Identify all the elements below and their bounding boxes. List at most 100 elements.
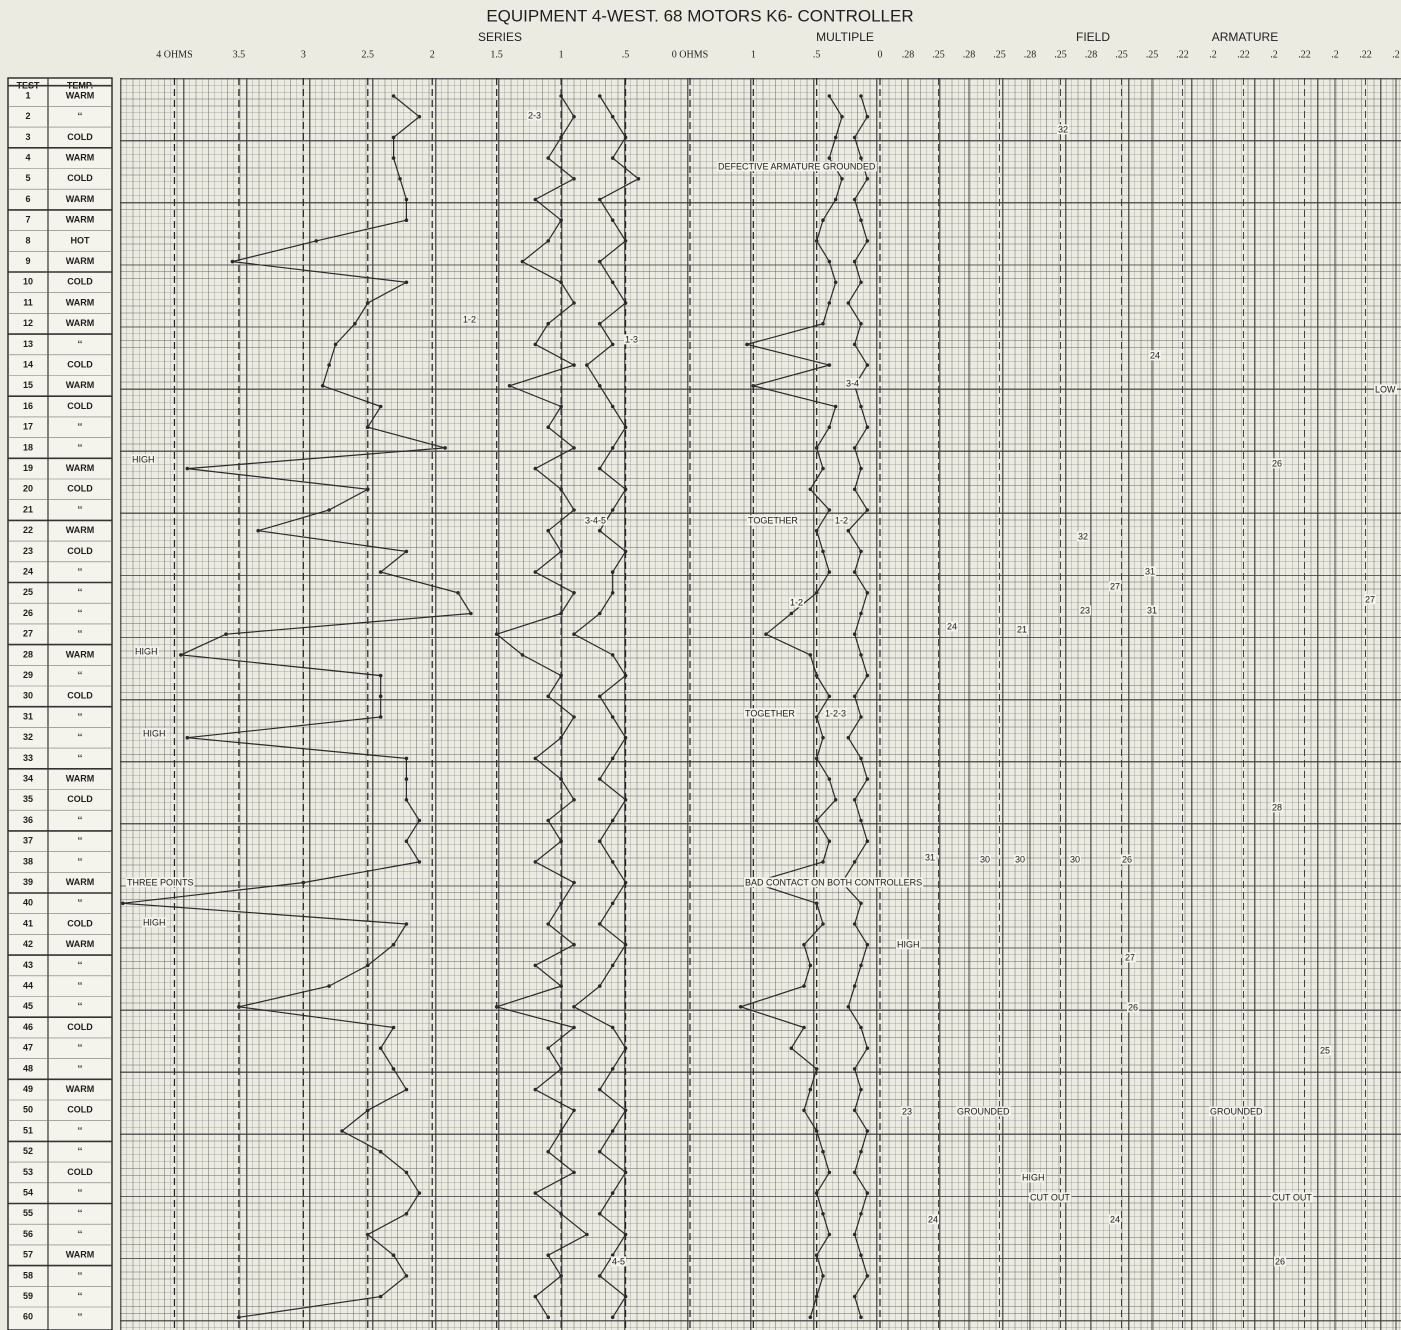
temperature: ‘‘	[78, 898, 83, 908]
trace-point	[866, 115, 870, 119]
trace-point	[379, 1150, 383, 1154]
temperature: COLD	[67, 132, 93, 142]
trace-point	[495, 632, 499, 636]
temperature: ‘‘	[78, 670, 83, 680]
temperature: ‘‘	[78, 732, 83, 742]
trace-point	[611, 115, 615, 119]
trace-point	[866, 239, 870, 243]
trace-point	[327, 984, 331, 988]
annotation: HIGH	[135, 646, 158, 656]
temperature: COLD	[67, 794, 93, 804]
temperature: ‘‘	[78, 587, 83, 597]
x-tick-label: 1	[559, 49, 564, 60]
trace-point	[859, 467, 863, 471]
temperature: COLD	[67, 1167, 93, 1177]
test-number: 8	[25, 235, 30, 245]
trace-point	[828, 777, 832, 781]
trace-point	[379, 695, 383, 699]
temperature: ‘‘	[78, 1208, 83, 1218]
trace-point	[366, 1233, 370, 1237]
trace-point	[809, 964, 813, 968]
trace-point	[534, 467, 538, 471]
test-number: 7	[25, 215, 30, 225]
trace-point	[866, 1129, 870, 1133]
trace-point	[815, 591, 819, 595]
annotation: GROUNDED	[957, 1106, 1010, 1116]
panel-label: SERIES	[478, 30, 522, 44]
annotation: TOGETHER	[745, 708, 795, 718]
trace-point	[546, 239, 550, 243]
trace-point	[859, 322, 863, 326]
trace-point	[418, 819, 422, 823]
x-tick-label: .22	[1359, 49, 1372, 60]
trace-point	[598, 984, 602, 988]
trace-point	[534, 570, 538, 574]
trace-point	[859, 715, 863, 719]
trace-point	[392, 136, 396, 140]
trace-point	[611, 1067, 615, 1071]
test-number: 19	[23, 463, 33, 473]
trace-point	[859, 1212, 863, 1216]
temperature: ‘‘	[78, 1001, 83, 1011]
annotation: 24	[1110, 1214, 1120, 1224]
trace	[842, 96, 867, 1317]
trace-point	[821, 860, 825, 864]
trace-point	[624, 1295, 628, 1299]
x-tick-label: .28	[963, 49, 976, 60]
trace-point	[379, 1046, 383, 1050]
trace-point	[853, 198, 857, 202]
trace-point	[598, 1150, 602, 1154]
test-number: 39	[23, 877, 33, 887]
trace-point	[624, 943, 628, 947]
trace-point	[534, 757, 538, 761]
trace-point	[559, 218, 563, 222]
test-number: 26	[23, 608, 33, 618]
trace-point	[179, 653, 183, 657]
trace-point	[815, 529, 819, 533]
trace-point	[405, 281, 409, 285]
trace-point	[392, 94, 396, 98]
trace-point	[828, 695, 832, 699]
trace-point	[598, 198, 602, 202]
trace-point	[405, 839, 409, 843]
trace-point	[809, 1316, 813, 1320]
trace-point	[859, 964, 863, 968]
trace-point	[598, 777, 602, 781]
x-tick-label: 0 OHMS	[672, 49, 708, 60]
trace-point	[853, 922, 857, 926]
x-tick-label: .25	[932, 49, 945, 60]
trace-point	[559, 488, 563, 492]
trace-point	[834, 281, 838, 285]
trace-point	[834, 405, 838, 409]
trace-point	[534, 1295, 538, 1299]
temperature: WARM	[66, 773, 95, 783]
trace-point	[624, 1171, 628, 1175]
annotation: BAD CONTACT ON BOTH CONTROLLERS	[745, 877, 922, 887]
test-number: 28	[23, 649, 33, 659]
trace-point	[231, 260, 235, 264]
temperature: COLD	[67, 1105, 93, 1115]
x-tick-label: .22	[1176, 49, 1189, 60]
test-number: 57	[23, 1250, 33, 1260]
trace-point	[847, 736, 851, 740]
trace-point	[572, 363, 576, 367]
trace-point	[853, 446, 857, 450]
trace-point	[752, 384, 756, 388]
test-number: 2	[25, 111, 30, 121]
x-tick-label: .25	[1054, 49, 1067, 60]
test-number: 49	[23, 1084, 33, 1094]
trace-point	[821, 736, 825, 740]
trace-point	[853, 984, 857, 988]
temperature: ‘‘	[78, 980, 83, 990]
temperature: HOT	[71, 235, 91, 245]
trace-point	[821, 1212, 825, 1216]
page: EQUIPMENT 4-WEST. 68 MOTORS K6- CONTROLL…	[0, 0, 1401, 1330]
trace-point	[598, 922, 602, 926]
trace-point	[611, 281, 615, 285]
trace-point	[456, 591, 460, 595]
trace-point	[828, 570, 832, 574]
annotation: 32	[1058, 124, 1068, 134]
trace-point	[790, 1046, 794, 1050]
trace-point	[353, 322, 357, 326]
trace-point	[624, 798, 628, 802]
